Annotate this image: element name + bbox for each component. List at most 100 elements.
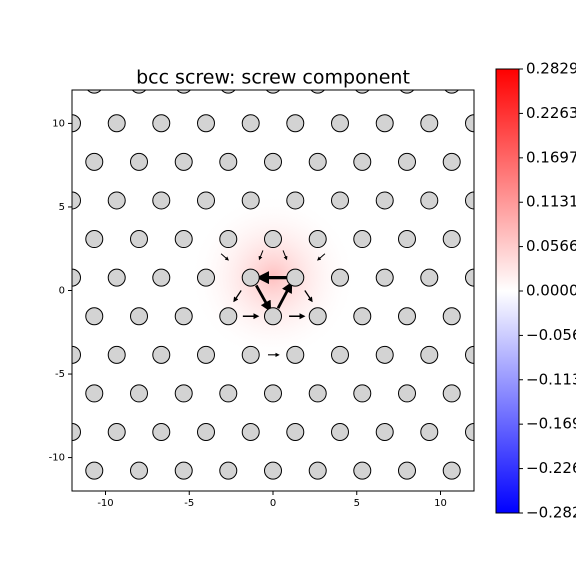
y-tick-label: 0 [59, 286, 65, 297]
atom [174, 230, 193, 249]
atom [72, 345, 81, 364]
atom [152, 268, 171, 287]
atom [130, 384, 148, 403]
atom [72, 114, 81, 133]
atom [72, 268, 81, 287]
atom [353, 307, 372, 326]
atom [85, 307, 104, 326]
atom [353, 461, 372, 480]
atom [331, 423, 349, 442]
atom [107, 191, 126, 210]
y-tick-label: 10 [52, 118, 65, 129]
arrow [276, 281, 293, 309]
atom [107, 345, 126, 364]
atom [197, 423, 215, 442]
atom [174, 461, 193, 480]
arrow [220, 253, 229, 261]
atom [375, 191, 394, 210]
atom [176, 90, 191, 94]
atom [465, 114, 474, 133]
atom [265, 90, 281, 94]
atom [375, 268, 394, 287]
atom [72, 423, 81, 442]
atom [465, 423, 474, 442]
atom [286, 423, 305, 442]
atom [420, 268, 439, 287]
atom [286, 268, 305, 287]
arrow [304, 290, 313, 303]
atom [264, 384, 282, 403]
atom [398, 230, 416, 249]
atom [219, 307, 238, 326]
atom [241, 345, 260, 364]
atom [442, 230, 461, 249]
atom [308, 307, 327, 326]
atom [72, 191, 81, 210]
atom [85, 230, 104, 249]
atom [310, 90, 325, 94]
atom [241, 114, 260, 133]
chart-title: bcc screw: screw component [136, 67, 410, 89]
atom [375, 114, 394, 133]
x-tick-label: 10 [434, 498, 447, 509]
atom [152, 345, 171, 364]
atom [174, 384, 193, 403]
y-tick-label: 5 [59, 202, 65, 213]
atom [465, 191, 474, 210]
atom [130, 152, 148, 171]
arrow [255, 284, 272, 313]
atom [130, 230, 148, 249]
colorbar-tick-label: 0.0000 [526, 282, 576, 300]
atom [264, 230, 282, 249]
atom [442, 307, 461, 326]
x-tick-label: -5 [184, 498, 194, 509]
colorbar-tick-label: 0.0566 [526, 237, 576, 255]
atom [331, 114, 349, 133]
atom [130, 461, 148, 480]
arrow [258, 250, 264, 261]
atom [219, 461, 238, 480]
atom [197, 268, 215, 287]
atom [398, 307, 416, 326]
atom [465, 268, 474, 287]
atom [442, 152, 461, 171]
x-tick-label: -10 [97, 498, 113, 509]
atom [219, 152, 238, 171]
colorbar-tick-label: −0.0566 [526, 326, 576, 344]
atom [219, 384, 238, 403]
atom [264, 307, 282, 326]
atom [87, 90, 102, 94]
atom [221, 90, 236, 94]
atom [353, 384, 372, 403]
atom [85, 461, 104, 480]
atom [442, 384, 461, 403]
atom [197, 114, 215, 133]
colorbar-tick-label: 0.1697 [526, 148, 576, 166]
colorbar [495, 68, 520, 514]
atom [398, 384, 416, 403]
atom [152, 114, 171, 133]
atom [331, 268, 349, 287]
atom [264, 152, 282, 171]
atom [286, 345, 305, 364]
atom [241, 268, 260, 287]
colorbar-tick-label: −0.1131 [526, 370, 576, 388]
colorbar-tick-label: −0.2829 [526, 504, 576, 522]
arrow [233, 290, 242, 303]
atom [241, 423, 260, 442]
atom [420, 345, 439, 364]
atom [152, 423, 171, 442]
atom [375, 423, 394, 442]
atom [444, 90, 459, 94]
atom [241, 191, 260, 210]
atom [107, 423, 126, 442]
atom [85, 152, 104, 171]
colorbar-tick-label: −0.1697 [526, 415, 576, 433]
atom [331, 345, 349, 364]
colorbar-tick-label: 0.2829 [526, 60, 576, 78]
atom [353, 230, 372, 249]
atom [197, 345, 215, 364]
atom [398, 152, 416, 171]
